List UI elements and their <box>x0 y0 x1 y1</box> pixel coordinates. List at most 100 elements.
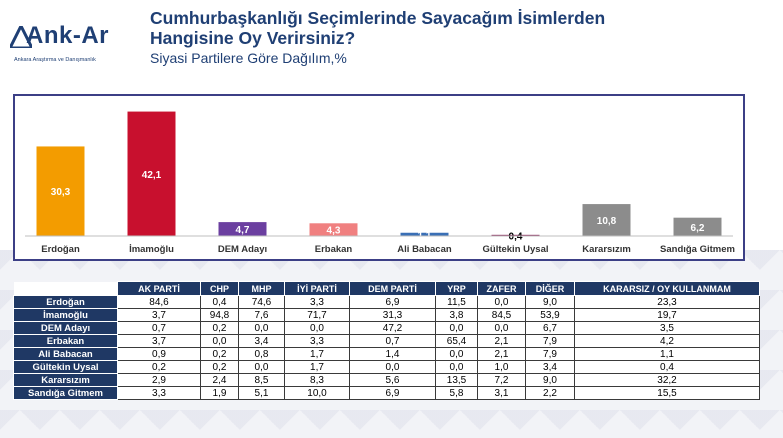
table-cell: 7,9 <box>525 347 575 361</box>
logo-name: Ank-Ar <box>26 22 110 49</box>
table-cell: 0,0 <box>200 334 239 348</box>
table-row: Erdoğan 84,6 0,4 74,6 3,3 6,9 11,5 0,0 9,0 23,3 <box>13 295 760 309</box>
column-header: DİĞER <box>525 281 575 296</box>
bar-value-label: 0,4 <box>509 231 523 242</box>
category-label: Gültekin Uysal <box>483 244 549 255</box>
bar-value-label: 10,8 <box>597 216 617 227</box>
table-cell: 6,9 <box>349 295 436 309</box>
logo-mark-icon <box>10 26 32 48</box>
bar <box>400 232 449 236</box>
category-label: Kararsızım <box>582 244 631 255</box>
table-cell: 0,4 <box>574 360 760 374</box>
column-header: MHP <box>238 281 285 296</box>
table-cell: 1,7 <box>284 347 350 361</box>
bar <box>127 111 176 236</box>
table-row: Erbakan 3,7 0,0 3,4 3,3 0,7 65,4 2,1 7,9 4,2 <box>13 334 760 348</box>
row-header: Gültekin Uysal <box>13 360 118 374</box>
table-cell: 19,7 <box>574 308 760 322</box>
table-cell: 1,7 <box>284 360 350 374</box>
table-cell: 0,8 <box>238 347 285 361</box>
category-label: Ali Babacan <box>397 244 452 255</box>
table-cell: 23,3 <box>574 295 760 309</box>
table-cell: 32,2 <box>574 373 760 387</box>
bar <box>673 217 722 236</box>
bar-value-label: 30,3 <box>51 187 71 198</box>
table-cell: 71,7 <box>284 308 350 322</box>
table-cell: 0,2 <box>200 321 239 335</box>
table-cell: 0,2 <box>117 360 201 374</box>
row-header: Kararsızım <box>13 373 118 387</box>
table-cell: 1,9 <box>200 386 239 400</box>
row-header: Erbakan <box>13 334 118 348</box>
table-cell: 65,4 <box>435 334 478 348</box>
table-cell: 3,7 <box>117 334 201 348</box>
table-cell: 0,7 <box>117 321 201 335</box>
table-cell: 10,0 <box>284 386 350 400</box>
row-header: Sandığa Gitmem <box>13 386 118 400</box>
bar-value-label: 4,3 <box>327 226 341 237</box>
row-header: DEM Adayı <box>13 321 118 335</box>
row-header: Erdoğan <box>13 295 118 309</box>
table-cell: 3,4 <box>238 334 285 348</box>
table-cell: 3,3 <box>284 295 350 309</box>
table-cell: 2,1 <box>477 334 526 348</box>
table-cell: 94,8 <box>200 308 239 322</box>
table-cell: 7,6 <box>238 308 285 322</box>
row-header: İmamoğlu <box>13 308 118 322</box>
table-cell: 1,0 <box>477 360 526 374</box>
table-cell: 6,7 <box>525 321 575 335</box>
table-cell: 8,5 <box>238 373 285 387</box>
table-cell: 13,5 <box>435 373 478 387</box>
table-cell: 0,0 <box>435 347 478 361</box>
table-cell: 3,3 <box>284 334 350 348</box>
table-cell: 0,9 <box>117 347 201 361</box>
table-cell: 0,0 <box>477 295 526 309</box>
table-cell: 5,8 <box>435 386 478 400</box>
column-header: KARARSIZ / OY KULLANMAM <box>574 281 760 296</box>
bar-chart: 30,3 Erdoğan 42,1 İmamoğlu 4,7 DEM Adayı 4,3 Er… <box>25 111 735 255</box>
bar-value-label: 42,1 <box>142 170 162 181</box>
column-header: ZAFER <box>477 281 526 296</box>
table-cell: 84,6 <box>117 295 201 309</box>
category-label: Sandığa Gitmem <box>660 244 735 255</box>
table-cell: 11,5 <box>435 295 478 309</box>
category-label: İmamoğlu <box>129 244 174 255</box>
table-cell: 2,1 <box>477 347 526 361</box>
table-row: DEM Adayı 0,7 0,2 0,0 0,0 47,2 0,0 0,0 6,7 3,5 <box>13 321 760 335</box>
table-cell: 0,0 <box>284 321 350 335</box>
table-cell: 0,2 <box>200 347 239 361</box>
table-cell: 1,4 <box>349 347 436 361</box>
table-cell: 0,0 <box>435 360 478 374</box>
bar <box>218 222 267 236</box>
table-cell: 5,6 <box>349 373 436 387</box>
table-cell: 15,5 <box>574 386 760 400</box>
table-cell: 3,5 <box>574 321 760 335</box>
column-header: AK PARTİ <box>117 281 201 296</box>
column-header: YRP <box>435 281 478 296</box>
bar <box>491 234 540 236</box>
table-cell: 84,5 <box>477 308 526 322</box>
table-cell: 0,0 <box>349 360 436 374</box>
table-row: Sandığa Gitmem 3,3 1,9 5,1 10,0 6,9 5,8 3,1 2,2 1… <box>13 386 760 400</box>
table-cell: 6,9 <box>349 386 436 400</box>
bar <box>36 146 85 236</box>
logo-tagline: Ankara Araştırma ve Danışmanlık <box>14 57 96 63</box>
table-cell: 0,4 <box>200 295 239 309</box>
table-cell: 3,3 <box>117 386 201 400</box>
table-row: Ali Babacan 0,9 0,2 0,8 1,7 1,4 0,0 2,1 7,9 1,1 <box>13 347 760 361</box>
table-cell: 74,6 <box>238 295 285 309</box>
table-cell: 2,2 <box>525 386 575 400</box>
table-cell: 53,9 <box>525 308 575 322</box>
bar-chart-frame: 30,3 Erdoğan 42,1 İmamoğlu 4,7 DEM Adayı 4,3 Er… <box>13 94 745 261</box>
table-header-row: AK PARTİ CHP MHP İYİ PARTİ DEM PARTİ YRP ZAFER… <box>13 281 760 296</box>
category-label: Erdoğan <box>41 244 80 255</box>
table-cell: 2,4 <box>200 373 239 387</box>
table-cell: 0,0 <box>435 321 478 335</box>
category-label: Erbakan <box>315 244 353 255</box>
table-cell: 0,0 <box>238 321 285 335</box>
bar <box>582 204 631 236</box>
table-cell: 9,0 <box>525 373 575 387</box>
ankar-logo: Ank-Ar Ankara Araştırma ve Danışmanlık <box>10 22 122 68</box>
bar-value-label: 6,2 <box>691 223 705 234</box>
table-cell: 2,9 <box>117 373 201 387</box>
